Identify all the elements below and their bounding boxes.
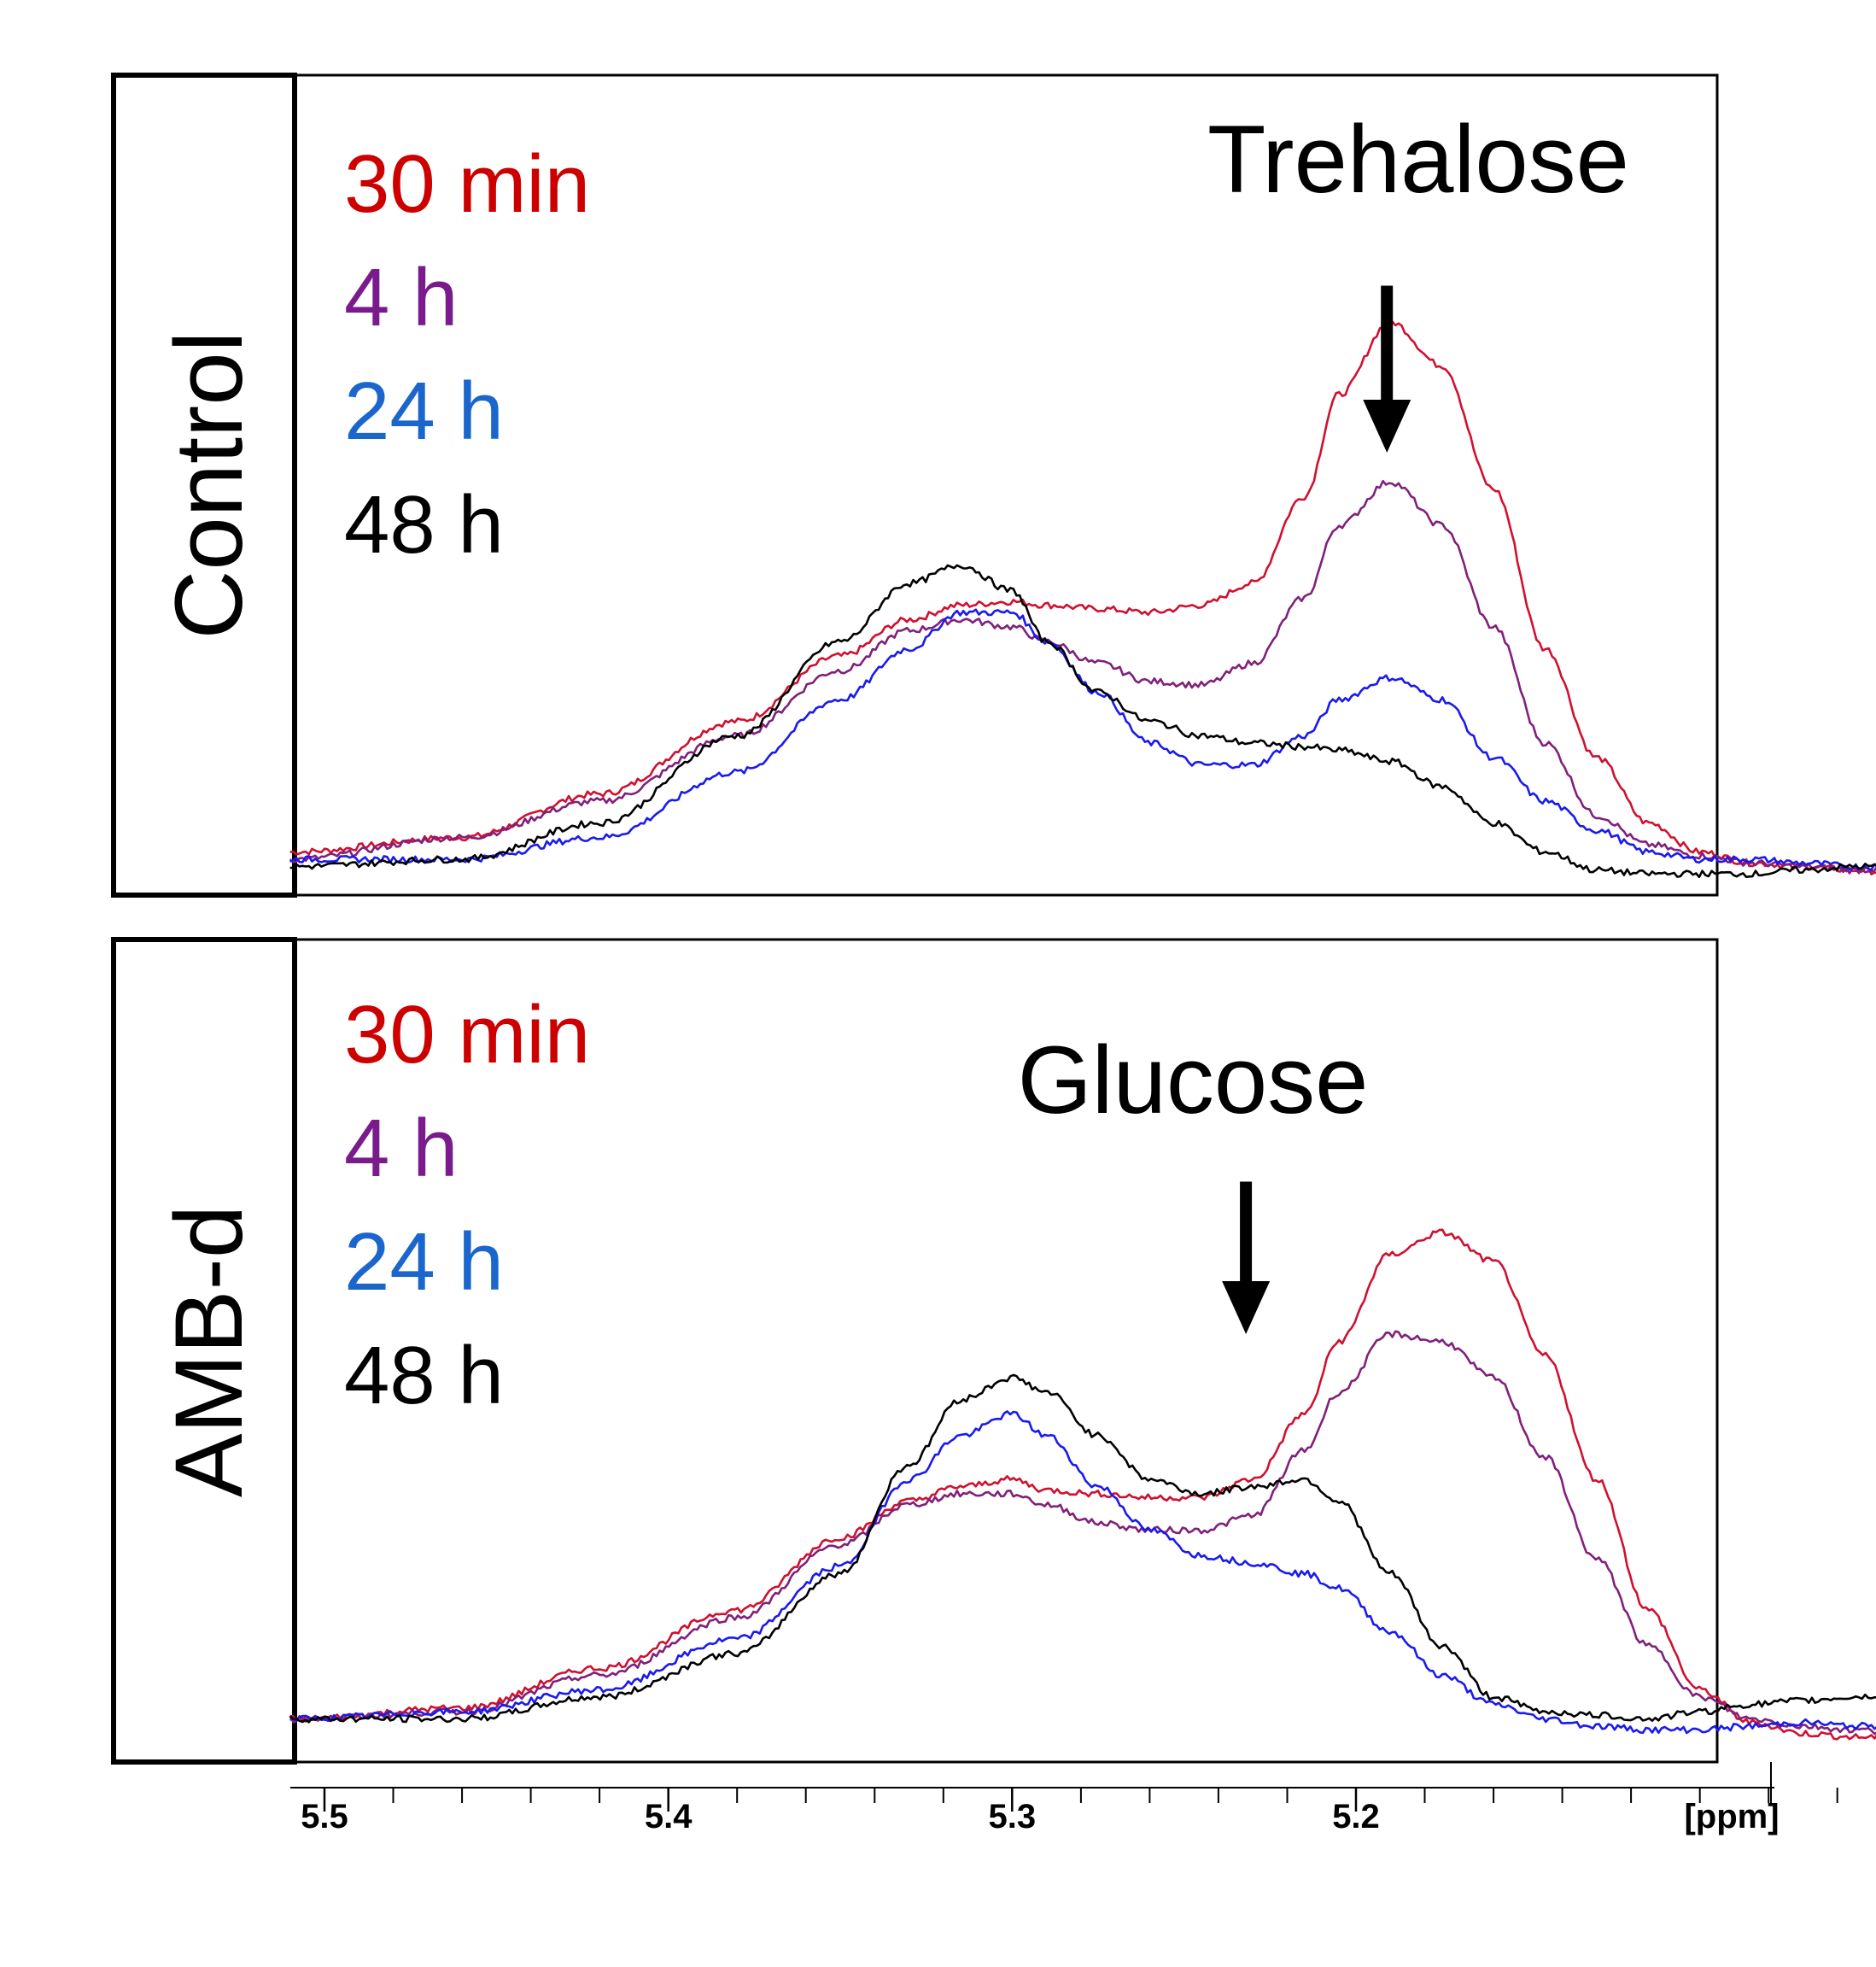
down-arrow-icon [1363, 285, 1411, 453]
series-line-30min [289, 318, 1876, 875]
minor-ticks [324, 1788, 1838, 1803]
series-line-24h [289, 608, 1876, 871]
annotation-glucose: Glucose [1018, 1027, 1369, 1133]
legend-item-4h: 4 h [344, 1103, 458, 1194]
series-line-4h [289, 1330, 1876, 1736]
panel-amb-d: AMB-d 30 min 4 h 24 h 48 h Glucose [111, 937, 1876, 1765]
legend: 30 min 4 h 24 h 48 h [344, 989, 590, 1421]
down-arrow-icon [1222, 1181, 1271, 1334]
arrow-head [1222, 1281, 1271, 1334]
row-label-control: Control [155, 331, 262, 639]
annotation-trehalose: Trehalose [1207, 106, 1629, 213]
series-line-48h [289, 1373, 1876, 1724]
x-axis-unit-label: [ppm] [1684, 1798, 1779, 1835]
series-line-24h [289, 1410, 1876, 1735]
legend-item-24h: 24 h [344, 366, 504, 457]
tick-label-5.2: 5.2 [1332, 1798, 1380, 1835]
tick-labels: 5.5 5.4 5.3 5.2 [301, 1798, 1380, 1835]
plot-frame [293, 938, 1719, 1764]
legend-item-30min: 30 min [344, 138, 590, 230]
legend-item-48h: 48 h [344, 479, 504, 571]
legend-item-48h: 48 h [344, 1330, 504, 1421]
legend-item-30min: 30 min [344, 989, 590, 1080]
row-label-amb-d: AMB-d [155, 1205, 262, 1497]
tick-label-5.4: 5.4 [645, 1798, 693, 1835]
series-line-30min [289, 1228, 1876, 1741]
legend-item-4h: 4 h [344, 252, 458, 343]
series-line-4h [289, 479, 1876, 875]
panel-control: Control 30 min 4 h 24 h 48 h Trehalose [111, 73, 1876, 898]
trace-group [289, 318, 1876, 879]
major-ticks [323, 1788, 1358, 1812]
legend: 30 min 4 h 24 h 48 h [344, 138, 590, 571]
arrow-head [1363, 400, 1411, 453]
series-line-48h [289, 564, 1876, 879]
tick-label-5.5: 5.5 [301, 1798, 348, 1835]
trace-group [289, 1228, 1876, 1741]
arrow-shaft [1381, 285, 1394, 401]
tick-label-5.3: 5.3 [988, 1798, 1036, 1835]
arrow-shaft [1240, 1181, 1253, 1283]
plot-frame [293, 73, 1719, 897]
legend-item-24h: 24 h [344, 1216, 504, 1308]
x-axis: 5.5 5.4 5.3 5.2 [ppm] [290, 1762, 1838, 1835]
